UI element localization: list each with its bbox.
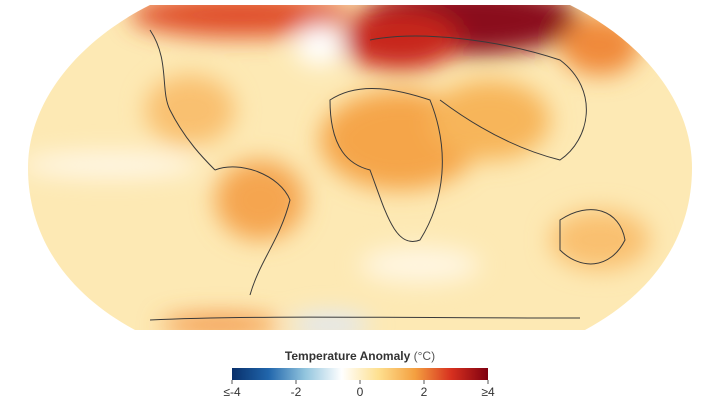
legend-title-text: Temperature Anomaly xyxy=(285,349,411,363)
colorbar xyxy=(232,368,488,380)
colorbar-tick-label: 0 xyxy=(357,385,364,399)
colorbar-tick-label: 2 xyxy=(421,385,428,399)
legend-title: Temperature Anomaly (°C) xyxy=(285,349,435,363)
map-surface xyxy=(28,5,692,330)
colorbar-tick-label: ≥4 xyxy=(481,385,495,399)
legend-unit: (°C) xyxy=(414,349,435,363)
colorbar-tick-label: -2 xyxy=(291,385,302,399)
coastlines xyxy=(149,29,626,321)
colorbar-tick-label: ≤-4 xyxy=(223,385,241,399)
